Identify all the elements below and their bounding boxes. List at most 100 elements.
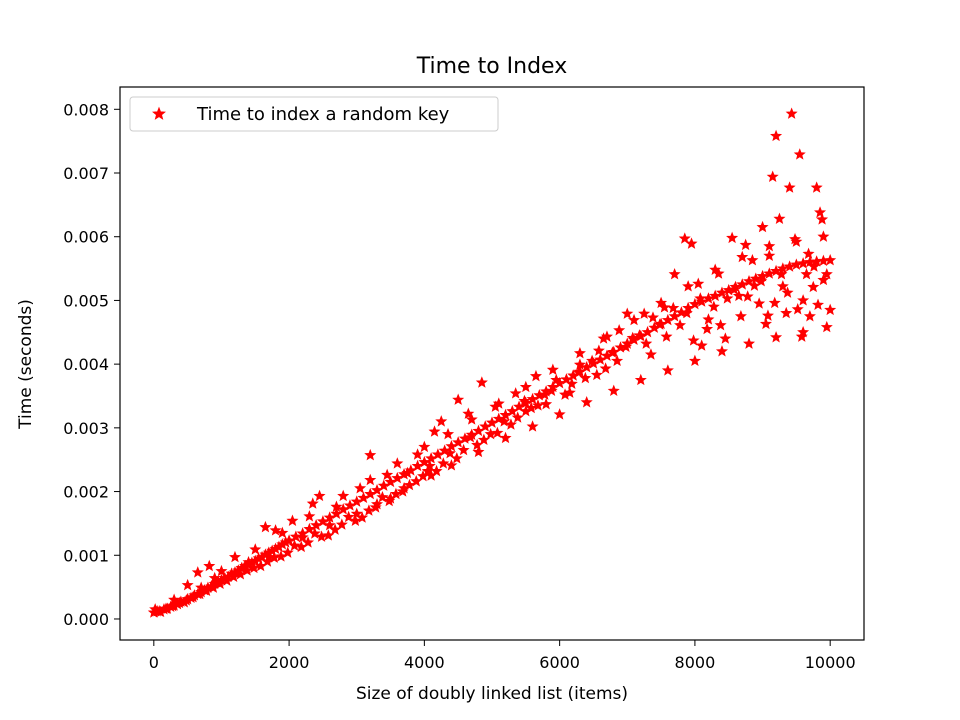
data-point <box>220 574 233 586</box>
data-point <box>465 413 478 425</box>
data-point <box>613 324 626 336</box>
data-point <box>498 415 511 427</box>
data-point <box>550 373 563 386</box>
data-point <box>599 362 612 374</box>
data-point <box>763 239 776 252</box>
data-point <box>269 524 282 536</box>
data-point <box>491 426 504 439</box>
data-point <box>736 250 749 263</box>
data-point <box>254 559 267 572</box>
data-point <box>391 457 404 469</box>
y-tick-label: 0.006 <box>63 228 109 247</box>
data-point <box>759 317 772 330</box>
data-point <box>761 309 774 321</box>
data-point <box>653 318 666 330</box>
data-point <box>590 368 603 381</box>
data-point <box>214 577 227 590</box>
data-point <box>268 551 281 563</box>
data-point <box>396 485 409 497</box>
data-point <box>261 555 274 567</box>
data-point <box>810 181 823 193</box>
data-point <box>442 427 455 440</box>
data-point <box>824 253 837 266</box>
data-point <box>484 427 497 440</box>
data-point <box>678 232 691 244</box>
data-point <box>525 401 538 414</box>
data-point <box>770 264 783 277</box>
data-point <box>247 561 260 574</box>
data-point <box>203 559 216 572</box>
data-point <box>464 431 477 443</box>
legend-box <box>129 96 499 132</box>
data-point <box>728 283 741 295</box>
data-point <box>820 320 833 333</box>
data-point <box>435 415 448 427</box>
data-point <box>667 301 680 314</box>
data-point <box>559 388 572 400</box>
data-point <box>356 511 369 523</box>
data-point <box>743 274 756 287</box>
data-point <box>743 337 756 349</box>
data-point <box>660 330 673 342</box>
data-point <box>694 292 707 304</box>
data-point <box>553 408 566 420</box>
data-point <box>281 546 294 558</box>
y-tick-label: 0.000 <box>63 610 109 629</box>
data-point <box>573 346 586 359</box>
data-point <box>734 310 747 322</box>
data-point <box>411 448 424 460</box>
data-point <box>342 510 355 523</box>
data-point <box>511 411 524 423</box>
y-axis: 0.000 0.001 0.002 0.003 0.004 0.005 0.006 0.007… <box>63 100 120 629</box>
data-point <box>572 366 585 378</box>
data-point <box>611 354 624 367</box>
data-point <box>418 440 431 453</box>
plot-area-frame <box>119 86 865 641</box>
data-point <box>303 510 316 522</box>
data-point <box>621 307 634 319</box>
data-point <box>715 345 728 357</box>
data-point <box>597 332 610 344</box>
y-axis-label: Time (seconds) <box>16 299 36 430</box>
data-point <box>274 550 287 562</box>
y-tick-label: 0.001 <box>63 546 109 565</box>
data-point <box>712 267 725 279</box>
x-tick-label: 2000 <box>269 653 310 672</box>
data-point <box>428 425 441 437</box>
data-point <box>658 301 671 313</box>
data-point <box>726 231 739 244</box>
data-point <box>628 313 641 326</box>
data-point <box>207 581 220 593</box>
data-point <box>335 518 348 530</box>
data-point <box>592 344 605 356</box>
data-point <box>626 331 639 344</box>
data-point <box>234 568 247 580</box>
x-tick-label: 0 <box>149 653 159 672</box>
data-point <box>732 289 745 302</box>
data-point <box>472 445 485 458</box>
data-point <box>753 297 766 309</box>
data-point <box>315 530 328 542</box>
data-point <box>644 348 657 360</box>
data-point <box>410 475 423 487</box>
data-point <box>286 514 299 526</box>
data-point <box>381 468 394 481</box>
data-point <box>180 594 193 606</box>
data-point <box>149 603 162 615</box>
data-point <box>817 230 830 242</box>
data-point <box>661 364 674 376</box>
data-point <box>586 354 599 367</box>
data-point <box>369 501 382 513</box>
legend-label: Time to index a random key <box>196 104 450 125</box>
data-point <box>682 280 695 292</box>
data-point <box>354 482 367 494</box>
data-point <box>308 527 321 539</box>
data-point <box>702 313 715 325</box>
data-point <box>824 303 837 316</box>
data-point <box>181 578 194 591</box>
data-point <box>526 420 539 432</box>
data-point <box>802 247 815 260</box>
x-tick-label: 4000 <box>404 653 445 672</box>
data-point <box>499 431 512 444</box>
data-point <box>715 286 728 298</box>
